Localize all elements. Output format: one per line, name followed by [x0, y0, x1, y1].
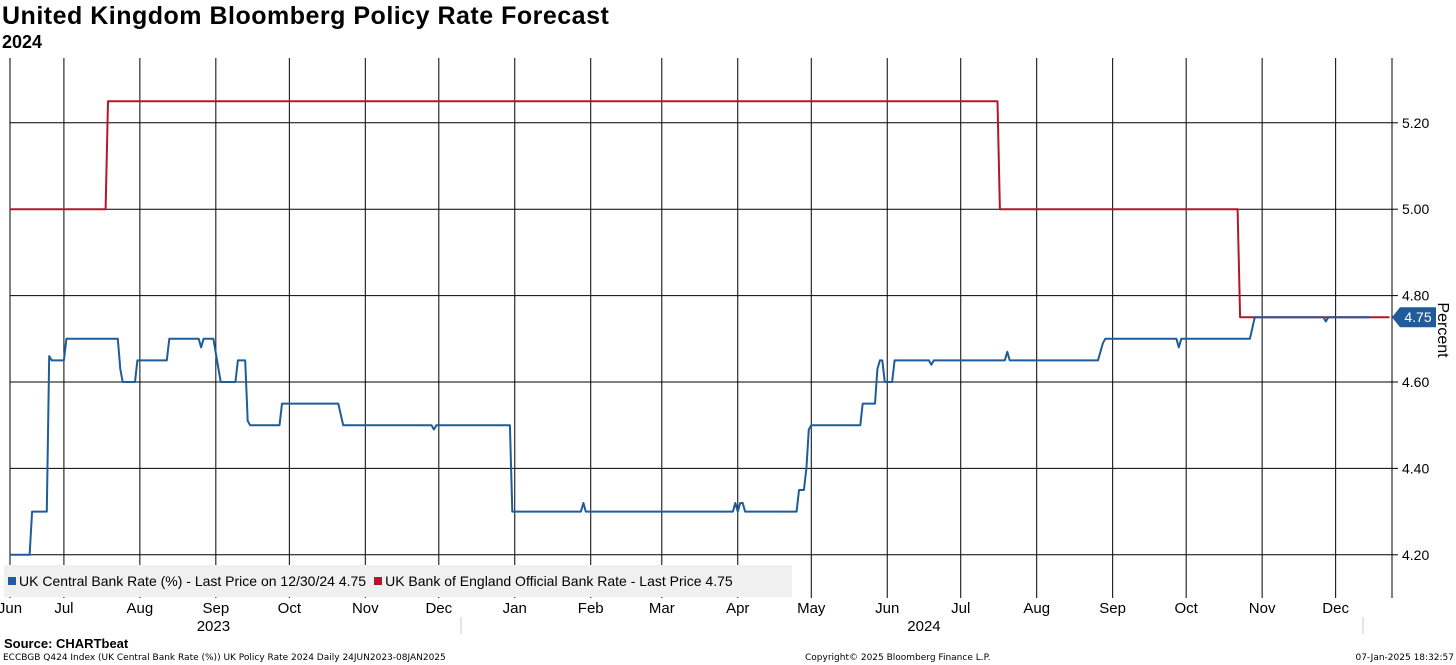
legend-item-official-bank-rate[interactable]: UK Bank of England Official Bank Rate - …	[374, 573, 733, 589]
series-layer	[10, 100, 1390, 556]
y-axis-label: Percent	[1434, 302, 1451, 358]
series-line-official-bank-rate	[10, 100, 1390, 319]
x-tick-label: Oct	[1174, 600, 1198, 617]
x-tick-label: Jul	[54, 600, 73, 617]
x-year-label: 2023	[197, 618, 230, 635]
x-tick-label: Feb	[578, 600, 604, 617]
x-tick-label: Nov	[352, 600, 379, 617]
x-tick-label: Aug	[1023, 600, 1050, 617]
x-tick-label: Jun	[875, 600, 899, 617]
legend-item-central-bank-rate[interactable]: UK Central Bank Rate (%) - Last Price on…	[8, 573, 366, 589]
footer-copyright: Copyright© 2025 Bloomberg Finance L.P.	[805, 653, 991, 663]
x-tick-label: Nov	[1249, 600, 1276, 617]
legend-swatch-red	[374, 577, 383, 585]
grid-layer	[9, 58, 1392, 598]
x-tick-label: Dec	[1322, 600, 1349, 617]
x-tick-label: Mar	[649, 600, 675, 617]
x-tick-label: Sep	[1099, 600, 1126, 617]
x-tick-label: May	[797, 600, 826, 617]
y-tick-label: 4.20	[1402, 547, 1429, 563]
x-tick-label: Aug	[127, 600, 154, 617]
legend-swatch-blue	[8, 577, 16, 585]
x-tick-label: Sep	[202, 600, 229, 617]
footer-index-info: ECCBGB Q424 Index (UK Central Bank Rate …	[3, 653, 446, 663]
legend-label: UK Central Bank Rate (%) - Last Price on…	[19, 573, 367, 589]
source-note: Source: CHARTbeat	[4, 636, 129, 651]
last-value-tag	[1392, 307, 1436, 328]
y-tick-label: 5.00	[1402, 201, 1429, 217]
x-tick-label: Dec	[425, 600, 452, 617]
y-tick-label: 5.20	[1402, 115, 1429, 131]
chart-title: United Kingdom Bloomberg Policy Rate For…	[2, 2, 610, 30]
y-tick-label: 4.40	[1402, 460, 1429, 476]
y-tick-label: 4.80	[1402, 288, 1429, 304]
footer-timestamp: 07-Jan-2025 18:32:57	[1355, 653, 1454, 663]
legend-label: UK Bank of England Official Bank Rate - …	[385, 573, 733, 589]
y-tick-label: 4.60	[1402, 374, 1429, 390]
x-year-label: 2024	[907, 618, 940, 635]
x-tick-label: Jun	[0, 600, 22, 617]
axis-layer: Jun Jul Aug Sep Oct Nov Dec Jan Feb Mar Apr May Jun J…	[0, 58, 1436, 635]
series-line-central-bank-rate	[10, 316, 1370, 556]
last-value-label: 4.75	[1404, 309, 1431, 325]
x-tick-label: Apr	[726, 600, 749, 617]
x-tick-label: Jul	[951, 600, 970, 617]
legend: UK Central Bank Rate (%) - Last Price on…	[4, 565, 792, 597]
x-tick-label: Jan	[503, 600, 527, 617]
chart-subtitle: 2024	[2, 32, 43, 52]
x-tick-label: Oct	[278, 600, 302, 617]
